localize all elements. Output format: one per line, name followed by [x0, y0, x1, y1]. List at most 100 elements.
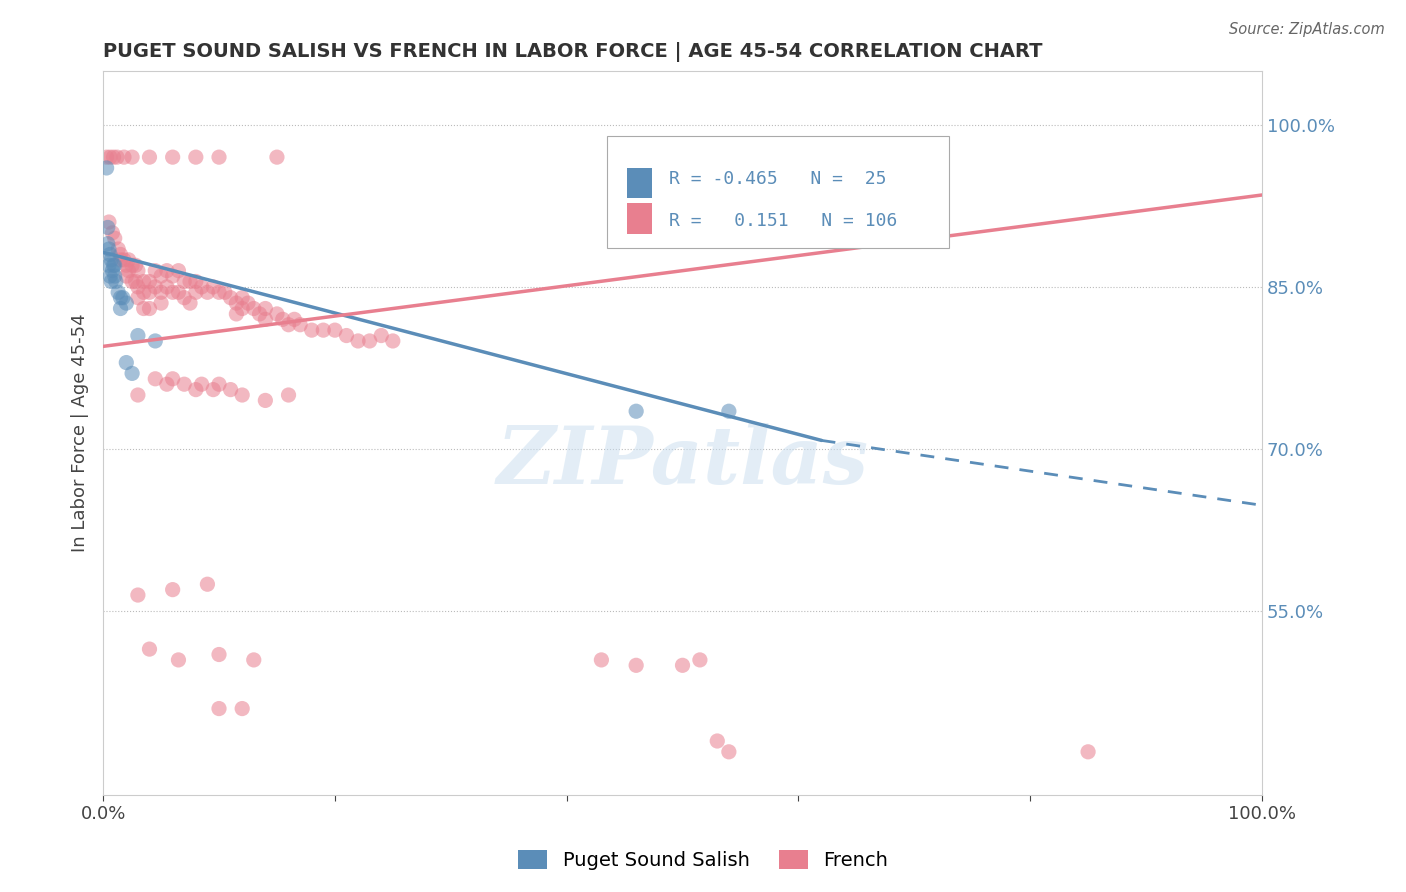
Point — [301, 323, 323, 337]
Point — [208, 150, 231, 164]
Point — [254, 393, 277, 408]
Point — [101, 263, 124, 277]
FancyBboxPatch shape — [607, 136, 949, 248]
Point — [121, 367, 143, 381]
Point — [101, 226, 124, 240]
Point — [162, 582, 184, 597]
Point — [138, 275, 160, 289]
Point — [150, 296, 173, 310]
Point — [138, 642, 160, 657]
Point — [132, 285, 155, 300]
Point — [127, 291, 149, 305]
Point — [117, 252, 139, 267]
Point — [184, 275, 207, 289]
Point — [231, 388, 253, 402]
Point — [208, 648, 231, 662]
Bar — [627, 203, 652, 234]
Point — [254, 312, 277, 326]
Point — [242, 301, 264, 316]
Point — [97, 215, 120, 229]
Point — [115, 269, 138, 284]
Y-axis label: In Labor Force | Age 45-54: In Labor Force | Age 45-54 — [72, 314, 89, 552]
Point — [150, 285, 173, 300]
Point — [162, 150, 184, 164]
Point — [312, 323, 335, 337]
Point — [97, 236, 120, 251]
Text: R = -0.465   N =  25: R = -0.465 N = 25 — [669, 170, 886, 188]
Point — [1077, 745, 1099, 759]
Point — [143, 280, 166, 294]
Point — [97, 220, 120, 235]
Point — [266, 150, 288, 164]
Point — [214, 285, 236, 300]
Point — [277, 318, 299, 332]
Point — [121, 275, 143, 289]
Point — [254, 301, 277, 316]
Point — [167, 285, 190, 300]
Point — [208, 701, 231, 715]
Point — [115, 296, 138, 310]
Point — [110, 247, 132, 261]
Text: PUGET SOUND SALISH VS FRENCH IN LABOR FORCE | AGE 45-54 CORRELATION CHART: PUGET SOUND SALISH VS FRENCH IN LABOR FO… — [103, 42, 1043, 62]
Point — [202, 280, 225, 294]
Point — [110, 291, 132, 305]
Point — [167, 653, 190, 667]
Point — [98, 247, 121, 261]
Point — [231, 701, 253, 715]
Point — [143, 263, 166, 277]
Point — [173, 275, 195, 289]
Point — [127, 388, 149, 402]
Point — [283, 312, 305, 326]
Point — [271, 312, 294, 326]
Point — [208, 285, 231, 300]
Bar — [627, 168, 652, 198]
Point — [127, 263, 149, 277]
Point — [706, 734, 728, 748]
Point — [143, 334, 166, 348]
Point — [100, 275, 122, 289]
Point — [347, 334, 370, 348]
Point — [97, 242, 120, 256]
Point — [103, 258, 125, 272]
Point — [112, 150, 135, 164]
Point — [359, 334, 381, 348]
Point — [249, 307, 271, 321]
Point — [127, 280, 149, 294]
Point — [162, 372, 184, 386]
Point — [179, 275, 201, 289]
Point — [96, 150, 118, 164]
Point — [127, 588, 149, 602]
Point — [219, 291, 242, 305]
Point — [288, 318, 311, 332]
Point — [236, 296, 259, 310]
Point — [121, 150, 143, 164]
Point — [156, 377, 179, 392]
Point — [98, 269, 121, 284]
Point — [242, 653, 264, 667]
Point — [132, 301, 155, 316]
Point — [184, 285, 207, 300]
Point — [156, 263, 179, 277]
Point — [190, 377, 212, 392]
Point — [96, 161, 118, 175]
Point — [162, 285, 184, 300]
Point — [323, 323, 346, 337]
Legend: Puget Sound Salish, French: Puget Sound Salish, French — [510, 842, 896, 878]
Point — [167, 263, 190, 277]
Point — [98, 150, 121, 164]
Point — [370, 328, 392, 343]
Point — [197, 285, 219, 300]
Point — [110, 301, 132, 316]
Point — [103, 150, 125, 164]
Point — [225, 296, 247, 310]
Point — [112, 252, 135, 267]
Text: Source: ZipAtlas.com: Source: ZipAtlas.com — [1229, 22, 1385, 37]
Point — [111, 291, 134, 305]
Point — [381, 334, 404, 348]
Point — [624, 404, 647, 418]
Point — [231, 301, 253, 316]
Point — [107, 285, 129, 300]
Point — [150, 269, 173, 284]
Text: ZIPatlas: ZIPatlas — [496, 423, 869, 500]
Point — [266, 307, 288, 321]
